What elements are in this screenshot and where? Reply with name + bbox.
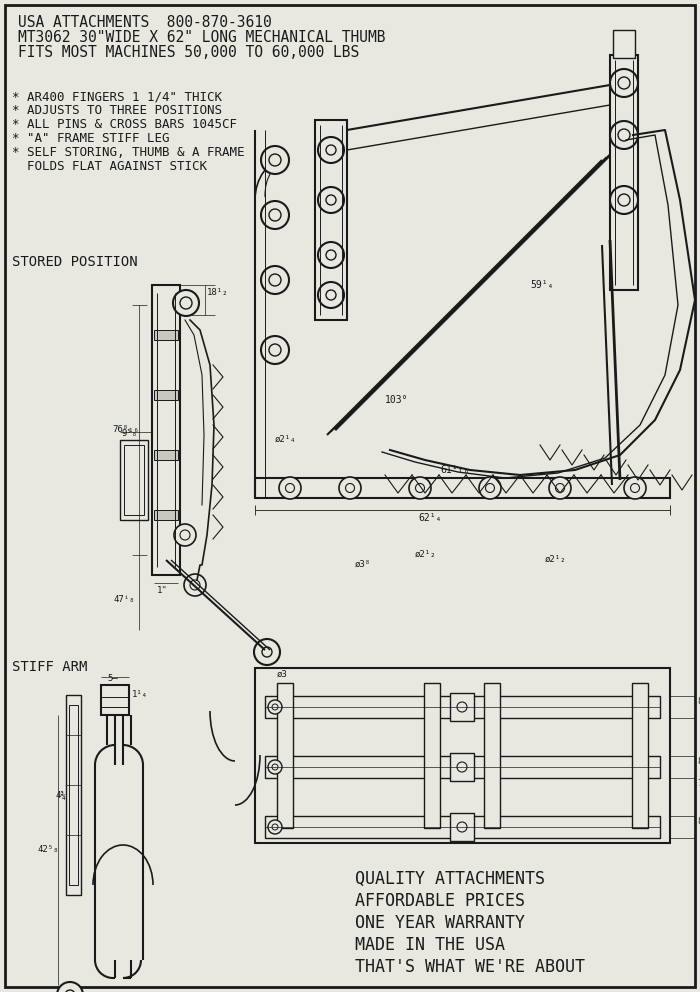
- Text: 8¹₄: 8¹₄: [697, 697, 700, 706]
- Text: 1¹₄: 1¹₄: [132, 690, 148, 699]
- Text: * SELF STORING, THUMB & A FRAME: * SELF STORING, THUMB & A FRAME: [12, 146, 244, 159]
- Text: MADE IN THE USA: MADE IN THE USA: [355, 936, 505, 954]
- Circle shape: [318, 137, 344, 163]
- Circle shape: [318, 282, 344, 308]
- Text: 47ⁱ₈: 47ⁱ₈: [114, 595, 136, 604]
- Text: STIFF ARM: STIFF ARM: [12, 660, 88, 674]
- Circle shape: [261, 146, 289, 174]
- Text: * ADJUSTS TO THREE POSITIONS: * ADJUSTS TO THREE POSITIONS: [12, 104, 222, 117]
- Text: 103°: 103°: [385, 395, 409, 405]
- Text: ø2¹₂: ø2¹₂: [545, 555, 566, 564]
- Bar: [450, 693, 474, 721]
- Text: 5—: 5—: [107, 674, 118, 683]
- Circle shape: [318, 187, 344, 213]
- Text: 8¹₄: 8¹₄: [697, 817, 700, 826]
- Text: 18¹₂: 18¹₂: [207, 288, 228, 297]
- Text: AFFORDABLE PRICES: AFFORDABLE PRICES: [355, 892, 525, 910]
- Text: 7: 7: [697, 779, 700, 788]
- Text: 76⁸₁₆: 76⁸₁₆: [112, 425, 139, 434]
- Text: 62¹₄: 62¹₄: [419, 513, 442, 523]
- Text: 42⁵₈: 42⁵₈: [38, 845, 60, 854]
- Text: THAT'S WHAT WE'RE ABOUT: THAT'S WHAT WE'RE ABOUT: [355, 958, 585, 976]
- Bar: [154, 450, 178, 460]
- Circle shape: [268, 700, 282, 714]
- Bar: [69, 705, 78, 885]
- Circle shape: [184, 574, 206, 596]
- Circle shape: [261, 336, 289, 364]
- Text: 61¹₁₆: 61¹₁₆: [440, 465, 470, 475]
- Bar: [450, 813, 474, 841]
- Bar: [632, 683, 648, 828]
- Text: 8¹₄: 8¹₄: [697, 757, 700, 766]
- Bar: [315, 120, 347, 320]
- Circle shape: [610, 186, 638, 214]
- Text: ONE YEAR WARRANTY: ONE YEAR WARRANTY: [355, 914, 525, 932]
- Bar: [277, 683, 293, 828]
- Circle shape: [279, 477, 301, 499]
- Text: ø3: ø3: [277, 670, 288, 679]
- Circle shape: [261, 266, 289, 294]
- Bar: [265, 756, 660, 778]
- Text: MT3062 30"WIDE X 62" LONG MECHANICAL THUMB: MT3062 30"WIDE X 62" LONG MECHANICAL THU…: [18, 30, 386, 45]
- Bar: [120, 440, 148, 520]
- Text: 4¾: 4¾: [56, 790, 66, 799]
- Bar: [484, 683, 500, 828]
- Circle shape: [610, 121, 638, 149]
- Bar: [66, 695, 81, 895]
- Circle shape: [174, 524, 196, 546]
- Bar: [154, 510, 178, 520]
- Text: STORED POSITION: STORED POSITION: [12, 255, 138, 269]
- Circle shape: [318, 242, 344, 268]
- Bar: [265, 696, 660, 718]
- Bar: [613, 30, 635, 58]
- Text: * ALL PINS & CROSS BARS 1045CF: * ALL PINS & CROSS BARS 1045CF: [12, 118, 237, 131]
- Circle shape: [549, 477, 571, 499]
- Text: ø3⁸: ø3⁸: [355, 560, 371, 569]
- Bar: [154, 390, 178, 400]
- Circle shape: [624, 477, 646, 499]
- Circle shape: [254, 639, 280, 665]
- Circle shape: [479, 477, 501, 499]
- Bar: [610, 55, 638, 290]
- Bar: [101, 685, 129, 715]
- Circle shape: [268, 760, 282, 774]
- Text: 1": 1": [157, 586, 168, 595]
- Bar: [124, 445, 144, 515]
- Text: QUALITY ATTACHMENTS: QUALITY ATTACHMENTS: [355, 870, 545, 888]
- Text: FOLDS FLAT AGAINST STICK: FOLDS FLAT AGAINST STICK: [12, 160, 207, 173]
- Circle shape: [261, 201, 289, 229]
- Text: * AR400 FINGERS 1 1/4" THICK: * AR400 FINGERS 1 1/4" THICK: [12, 90, 222, 103]
- Bar: [450, 753, 474, 781]
- Text: 9⁵₈: 9⁵₈: [122, 429, 138, 438]
- Circle shape: [173, 290, 199, 316]
- Bar: [154, 330, 178, 340]
- Text: USA ATTACHMENTS  800-870-3610: USA ATTACHMENTS 800-870-3610: [18, 15, 272, 30]
- Bar: [265, 816, 660, 838]
- Circle shape: [57, 982, 83, 992]
- Circle shape: [409, 477, 431, 499]
- Text: ø2¹₄: ø2¹₄: [275, 435, 297, 444]
- Text: FITS MOST MACHINES 50,000 TO 60,000 LBS: FITS MOST MACHINES 50,000 TO 60,000 LBS: [18, 45, 359, 60]
- Bar: [255, 478, 670, 498]
- Bar: [255, 668, 670, 843]
- Bar: [424, 683, 440, 828]
- Text: ø2¹₂: ø2¹₂: [415, 550, 437, 559]
- Text: * "A" FRAME STIFF LEG: * "A" FRAME STIFF LEG: [12, 132, 169, 145]
- Bar: [152, 285, 180, 575]
- Circle shape: [610, 69, 638, 97]
- Circle shape: [339, 477, 361, 499]
- Circle shape: [268, 820, 282, 834]
- Text: 59¹₄: 59¹₄: [530, 280, 554, 290]
